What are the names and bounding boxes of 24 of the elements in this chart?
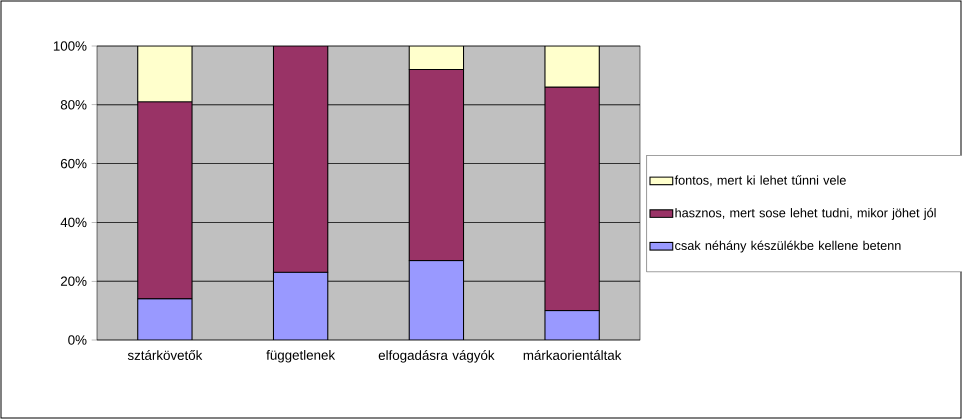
bar (137, 101, 193, 300)
y-tick-label: 60% (60, 158, 86, 168)
y-tick-label: 100% (54, 41, 86, 51)
bar (544, 46, 600, 88)
y-tick-label: 20% (60, 276, 86, 286)
legend-label: fontos, mert ki lehet tűnni vele (674, 175, 846, 186)
legend-label: csak néhány készülékbe kellene betenn (675, 240, 900, 253)
x-tick-label: elfogadásra vágyók (378, 350, 495, 363)
bar (408, 68, 464, 262)
x-tick-label: függetlenek (266, 350, 336, 362)
y-tick-label: 40% (60, 218, 86, 228)
bar (272, 272, 328, 340)
bar (272, 46, 328, 273)
y-tick-label: 0% (68, 335, 86, 345)
x-tick-label: márkaorientáltak (524, 350, 622, 360)
bar (544, 310, 600, 340)
bar (137, 46, 193, 102)
x-tick-label: sztárkövetők (128, 350, 202, 360)
bar (408, 46, 464, 70)
bar (408, 260, 464, 340)
y-tick-label: 80% (60, 100, 86, 110)
bar (544, 86, 600, 312)
legend-label: hasznos, mert sose lehet tudni, mikor jöhet jól (675, 208, 936, 220)
bar (137, 298, 193, 340)
